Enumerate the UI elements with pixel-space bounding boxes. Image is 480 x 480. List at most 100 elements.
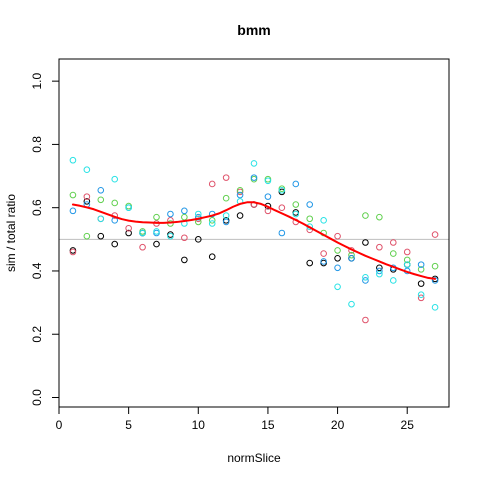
data-point-series-4 <box>97 186 105 194</box>
data-point-series-1 <box>306 259 314 267</box>
data-point-series-1 <box>153 240 160 248</box>
data-point-series-3 <box>208 217 216 224</box>
data-point-series-4 <box>167 210 174 218</box>
data-point-series-4 <box>376 267 383 275</box>
data-point-series-2 <box>69 248 77 256</box>
data-point-series-5 <box>264 177 272 185</box>
data-point-series-3 <box>431 262 439 270</box>
data-point-series-5 <box>222 212 230 219</box>
data-point-series-3 <box>153 213 160 221</box>
chart-title: bmm <box>237 22 270 38</box>
y-tick-label: 1.0 <box>30 72 44 89</box>
data-point-series-1 <box>194 236 202 243</box>
data-point-series-5 <box>97 215 105 223</box>
data-point-series-2 <box>417 294 425 302</box>
x-tick-label: 0 <box>56 418 63 432</box>
data-point-series-5 <box>69 156 77 164</box>
data-point-series-3 <box>306 215 314 223</box>
data-point-series-1 <box>236 212 244 219</box>
y-tick-label: 0.0 <box>30 389 44 406</box>
data-point-series-5 <box>250 160 258 167</box>
data-point-series-5 <box>194 210 202 218</box>
data-point-series-2 <box>181 234 188 242</box>
y-tick-label: 0.8 <box>30 136 44 153</box>
y-axis-label: sim / total ratio <box>4 194 18 272</box>
data-point-series-5 <box>334 283 341 291</box>
data-point-series-3 <box>236 186 244 194</box>
x-axis-label: normSlice <box>227 451 281 465</box>
data-point-series-5 <box>167 232 174 240</box>
data-point-series-1 <box>334 255 341 262</box>
data-point-series-3 <box>222 194 230 202</box>
data-point-series-5 <box>292 210 300 218</box>
data-point-series-1 <box>125 229 132 237</box>
data-point-series-1 <box>417 280 425 287</box>
data-point-series-1 <box>181 256 188 264</box>
data-point-series-3 <box>69 191 77 199</box>
data-point-series-5 <box>376 270 383 278</box>
data-point-series-5 <box>83 166 91 174</box>
data-point-series-4 <box>181 207 188 215</box>
data-point-series-3 <box>362 212 369 219</box>
data-point-series-3 <box>376 213 383 221</box>
data-point-series-2 <box>320 250 327 257</box>
y-axis: 0.0 0.2 0.4 0.6 0.8 1.0 <box>30 72 60 406</box>
data-point-series-5 <box>111 175 119 183</box>
data-point-series-3 <box>348 251 355 259</box>
data-point-series-4 <box>292 180 300 188</box>
data-point-series-3 <box>334 247 341 254</box>
data-point-series-5 <box>417 291 425 298</box>
data-point-series-4 <box>348 255 355 262</box>
x-tick-label: 25 <box>401 418 415 432</box>
data-point-series-3 <box>97 196 105 204</box>
data-point-series-2 <box>431 231 439 238</box>
data-point-series-1 <box>111 240 119 248</box>
data-point-series-2 <box>376 243 383 251</box>
smooth-line <box>71 201 437 280</box>
data-point-series-4 <box>222 218 230 226</box>
data-point-series-2 <box>334 232 341 240</box>
data-point-series-5 <box>208 220 216 227</box>
data-point-series-2 <box>264 207 272 215</box>
data-point-series-4 <box>250 174 258 181</box>
data-point-series-2 <box>125 224 132 232</box>
x-tick-label: 20 <box>331 418 345 432</box>
data-point-series-5 <box>153 228 160 235</box>
data-point-series-4 <box>320 258 327 265</box>
y-tick-label: 0.2 <box>30 326 44 343</box>
data-point-series-5 <box>278 186 286 194</box>
x-tick-label: 5 <box>125 418 132 432</box>
data-point-series-5 <box>362 273 369 281</box>
data-point-series-3 <box>292 201 300 208</box>
data-point-series-5 <box>125 204 132 211</box>
data-point-series-2 <box>208 180 216 188</box>
data-point-series-1 <box>97 232 105 240</box>
data-point-series-4 <box>306 201 314 208</box>
data-point-series-3 <box>111 199 119 207</box>
data-point-series-5 <box>431 304 439 311</box>
data-point-series-4 <box>362 277 369 284</box>
data-point-series-5 <box>139 229 146 237</box>
data-point-series-4 <box>236 191 244 199</box>
data-point-series-4 <box>431 277 439 284</box>
data-point-series-5 <box>403 261 411 268</box>
data-point-series-4 <box>334 264 341 272</box>
data-point-series-3 <box>403 256 411 264</box>
data-point-series-4 <box>278 229 286 237</box>
x-tick-label: 15 <box>261 418 275 432</box>
data-point-series-3 <box>83 232 91 240</box>
smooth-layer <box>71 201 437 280</box>
data-point-series-2 <box>278 204 286 211</box>
y-tick-label: 0.4 <box>30 262 44 279</box>
data-point-series-1 <box>208 253 216 261</box>
data-point-series-5 <box>348 300 355 308</box>
data-point-series-2 <box>362 316 369 324</box>
points-layer <box>69 156 439 324</box>
data-point-series-5 <box>320 217 327 224</box>
data-point-series-3 <box>417 266 425 273</box>
x-axis: 0 5 10 15 20 25 <box>56 406 415 432</box>
data-point-series-2 <box>222 174 230 181</box>
y-tick-label: 0.6 <box>30 199 44 216</box>
